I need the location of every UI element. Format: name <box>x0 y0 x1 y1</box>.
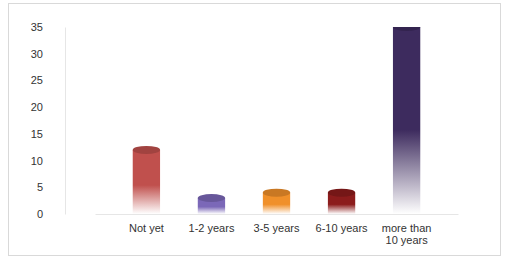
y-tick: 5 <box>37 181 65 193</box>
y-tick-label: 0 <box>37 208 43 220</box>
bar-top <box>133 146 160 154</box>
y-axis-line <box>65 28 66 215</box>
y-axis: 0 5 10 15 20 25 30 35 <box>31 21 66 220</box>
y-tick-label: 35 <box>31 21 43 33</box>
x-tick: Not yet <box>129 214 164 234</box>
x-tick: more than10 years <box>382 214 432 246</box>
bars <box>133 27 421 214</box>
x-axis: Not yet 1-2 years 3-5 years 6-10 years more … <box>96 214 459 246</box>
x-tick-label: 1-2 years <box>189 222 235 234</box>
bar <box>393 27 420 214</box>
x-tick-label: 3-5 years <box>254 222 300 234</box>
chart-frame <box>9 4 501 256</box>
y-tick: 10 <box>31 155 65 167</box>
chart: 0 5 10 15 20 25 30 35 Not yet 1-2 years 3-5 years 6… <box>0 0 528 263</box>
y-tick: 25 <box>31 74 65 86</box>
bar-top <box>328 189 355 197</box>
x-tick: 6-10 years <box>316 214 368 234</box>
y-tick-label: 15 <box>31 128 43 140</box>
y-tick-label: 25 <box>31 74 43 86</box>
y-tick: 20 <box>31 101 65 113</box>
y-tick-label: 20 <box>31 101 43 113</box>
bar-top <box>393 27 420 31</box>
y-tick: 0 <box>37 208 65 220</box>
x-tick-label: 6-10 years <box>316 222 368 234</box>
y-tick: 35 <box>31 21 65 33</box>
x-axis-line <box>96 214 459 215</box>
bar <box>133 150 160 214</box>
x-tick: 3-5 years <box>254 214 300 234</box>
y-tick: 30 <box>31 48 65 60</box>
x-tick: 1-2 years <box>189 214 235 234</box>
x-tick-label: more than10 years <box>382 222 432 247</box>
bar-top <box>198 194 225 202</box>
bar-top <box>263 189 290 197</box>
y-tick-label: 5 <box>37 181 43 193</box>
y-tick-label: 10 <box>31 155 43 167</box>
x-tick-label: Not yet <box>129 222 164 234</box>
y-tick-label: 30 <box>31 48 43 60</box>
y-tick: 15 <box>31 128 65 140</box>
